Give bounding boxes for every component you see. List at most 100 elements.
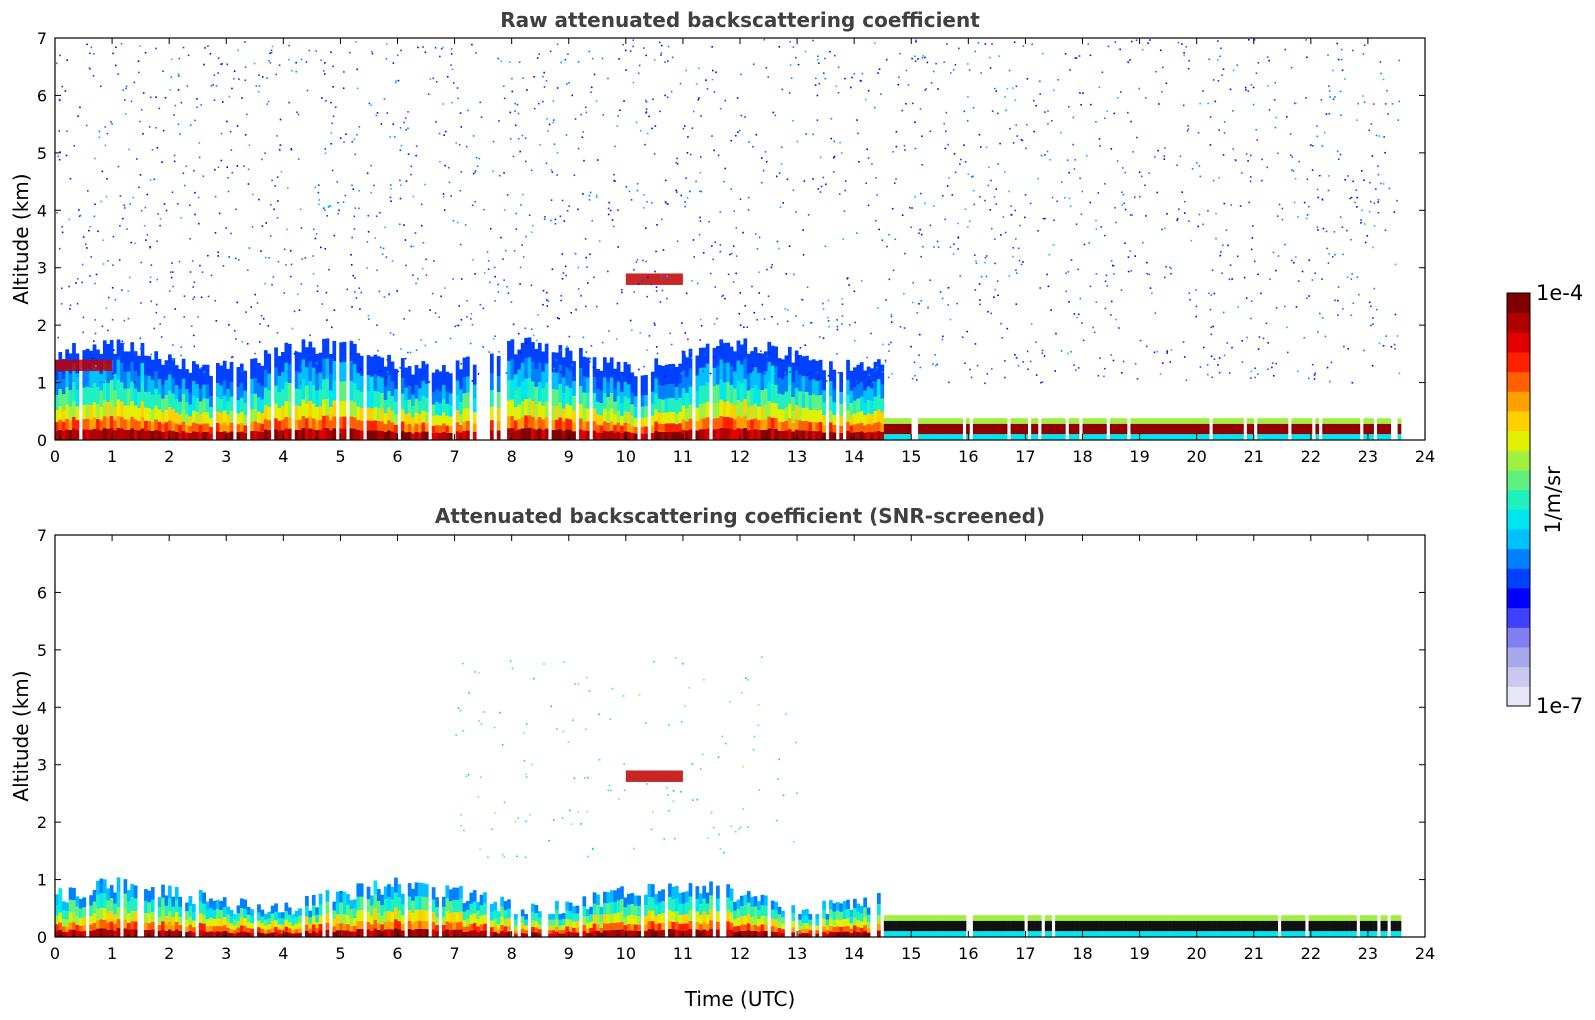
backscatter-cell [568, 919, 573, 927]
backscatter-cell [452, 912, 457, 923]
noise-pixel [685, 69, 688, 72]
noise-pixel [1250, 84, 1253, 86]
backscatter-cell [287, 343, 292, 364]
backscatter-cell [935, 434, 939, 440]
noise-pixel [398, 223, 401, 226]
backscatter-cell [311, 367, 316, 386]
noise-pixel [90, 46, 93, 49]
x-tick-label: 9 [564, 447, 574, 466]
backscatter-cell [96, 928, 100, 937]
backscatter-cell [185, 424, 189, 433]
backscatter-cell [1024, 423, 1028, 435]
backscatter-cell [387, 420, 391, 431]
backscatter-cell [496, 408, 501, 421]
backscatter-cell [192, 912, 196, 921]
noise-pixel [1277, 255, 1280, 257]
noise-pixel [867, 157, 870, 159]
backscatter-cell [760, 406, 765, 421]
noise-pixel [315, 233, 318, 235]
backscatter-cell [370, 895, 374, 906]
noise-pixel [947, 304, 949, 306]
backscatter-cell [565, 910, 570, 920]
backscatter-cell [1164, 434, 1169, 440]
noise-pixel [333, 309, 336, 311]
noise-pixel [503, 97, 506, 100]
backscatter-cell [68, 373, 73, 391]
backscatter-cell [209, 426, 213, 434]
noise-pixel [1177, 41, 1180, 44]
backscatter-cell [1161, 423, 1165, 435]
backscatter-cell [260, 909, 265, 917]
noise-pixel [186, 85, 189, 87]
backscatter-cell [763, 351, 768, 372]
backscatter-cell [616, 422, 621, 432]
backscatter-cell [407, 928, 412, 937]
noise-pixel [173, 154, 176, 157]
noise-pixel [734, 134, 737, 137]
backscatter-cell [561, 393, 566, 409]
backscatter-cell [753, 930, 758, 937]
backscatter-cell [740, 383, 744, 403]
backscatter-cell [472, 384, 477, 399]
backscatter-cell [620, 432, 624, 440]
noise-pixel [405, 180, 408, 182]
backscatter-cell [1397, 423, 1402, 435]
backscatter-cell [510, 339, 515, 360]
noise-pixel [457, 324, 460, 327]
backscatter-cell [565, 919, 570, 927]
backscatter-cell [394, 424, 398, 433]
noise-pixel [1154, 312, 1157, 314]
noise-pixel [584, 106, 587, 109]
noise-pixel [1310, 144, 1312, 146]
noise-pixel [832, 171, 835, 173]
backscatter-cell [1010, 434, 1015, 440]
noise-pixel [1095, 228, 1098, 230]
backscatter-cell [195, 423, 200, 432]
noise-pixel [1100, 226, 1103, 228]
noise-pixel [1317, 331, 1319, 333]
noise-pixel [1351, 49, 1354, 52]
noise-pixel [1372, 246, 1374, 249]
backscatter-cell [866, 432, 871, 440]
backscatter-cell [811, 409, 816, 422]
noise-pixel [1183, 200, 1186, 203]
noise-pixel [183, 295, 186, 297]
backscatter-cell [383, 929, 388, 937]
noise-pixel [524, 327, 527, 330]
backscatter-cell [102, 380, 107, 401]
backscatter-cell [1274, 423, 1279, 435]
backscatter-cell [832, 926, 837, 932]
noise-pixel [101, 325, 104, 328]
noise-pixel [614, 180, 617, 182]
backscatter-cell [650, 910, 655, 922]
noise-pixel [680, 194, 683, 197]
noise-pixel [1209, 144, 1212, 146]
backscatter-cell [181, 378, 186, 395]
backscatter-cell [1068, 434, 1073, 440]
backscatter-cell [472, 423, 477, 432]
noise-pixel [1199, 102, 1202, 105]
noise-pixel [865, 182, 868, 185]
noise-pixel [139, 45, 141, 48]
noise-pixel [869, 380, 871, 383]
noise-pixel [968, 220, 971, 223]
noise-pixel [655, 290, 658, 292]
backscatter-cell [120, 401, 124, 417]
noise-pixel [483, 208, 485, 211]
noise-pixel [632, 39, 635, 42]
backscatter-cell [633, 407, 638, 419]
backscatter-cell [866, 400, 871, 414]
noise-pixel [261, 158, 263, 161]
backscatter-cell [212, 918, 217, 927]
backscatter-cell [1294, 418, 1299, 424]
noise-pixel [1146, 272, 1148, 275]
backscatter-cell [339, 342, 343, 363]
backscatter-cell [736, 360, 741, 381]
backscatter-cell [260, 932, 265, 937]
noise-pixel [1393, 343, 1396, 346]
backscatter-cell [102, 908, 107, 920]
noise-pixel [602, 114, 605, 116]
backscatter-cell [524, 378, 528, 399]
backscatter-cell [616, 361, 621, 382]
noise-pixel [326, 215, 329, 217]
